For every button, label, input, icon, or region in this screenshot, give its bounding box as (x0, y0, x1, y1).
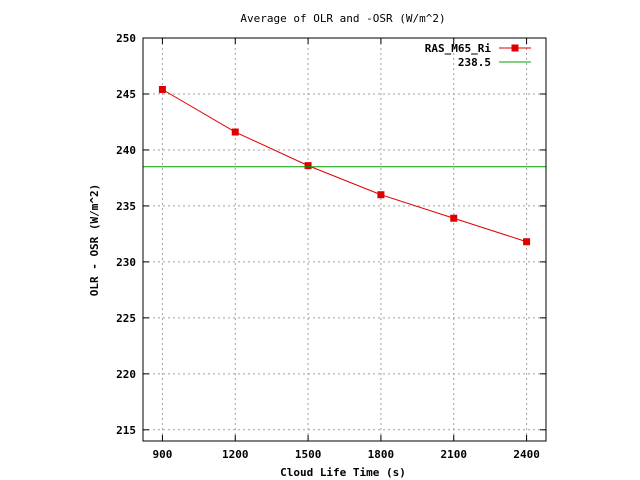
series-group (143, 85, 546, 246)
data-point (523, 238, 531, 246)
x-tick-label: 2100 (440, 448, 467, 461)
x-tick-label: 900 (152, 448, 172, 461)
x-tick-label: 1500 (295, 448, 322, 461)
y-tick-label: 235 (116, 200, 136, 213)
x-tick-label: 1200 (222, 448, 249, 461)
y-tick-label: 250 (116, 32, 136, 45)
x-axis: 900 1200 1500 1800 2100 2400 (152, 38, 540, 461)
chart-title: Average of OLR and -OSR (W/m^2) (240, 12, 445, 25)
legend-label: RAS_M65_Ri (425, 42, 492, 55)
legend-marker (511, 44, 519, 52)
y-tick-label: 240 (116, 144, 136, 157)
y-tick-label: 220 (116, 368, 136, 381)
x-axis-label: Cloud Life Time (s) (280, 466, 406, 479)
y-tick-label: 215 (116, 424, 136, 437)
data-point (304, 162, 312, 170)
series-line (162, 89, 527, 243)
y-tick-label: 230 (116, 256, 136, 269)
legend-label: 238.5 (458, 56, 491, 69)
data-point (450, 214, 458, 222)
data-point (377, 191, 385, 199)
x-tick-label: 2400 (513, 448, 540, 461)
data-point (158, 85, 166, 93)
grid-lines (143, 37, 546, 441)
y-tick-label: 245 (116, 88, 136, 101)
plot-frame (142, 37, 547, 442)
y-axis: 215 220 225 230 235 240 245 250 (116, 32, 546, 437)
y-axis-label: OLR - OSR (W/m^2) (88, 184, 101, 297)
y-tick-label: 225 (116, 312, 136, 325)
data-point (231, 128, 239, 136)
x-tick-label: 1800 (368, 448, 395, 461)
